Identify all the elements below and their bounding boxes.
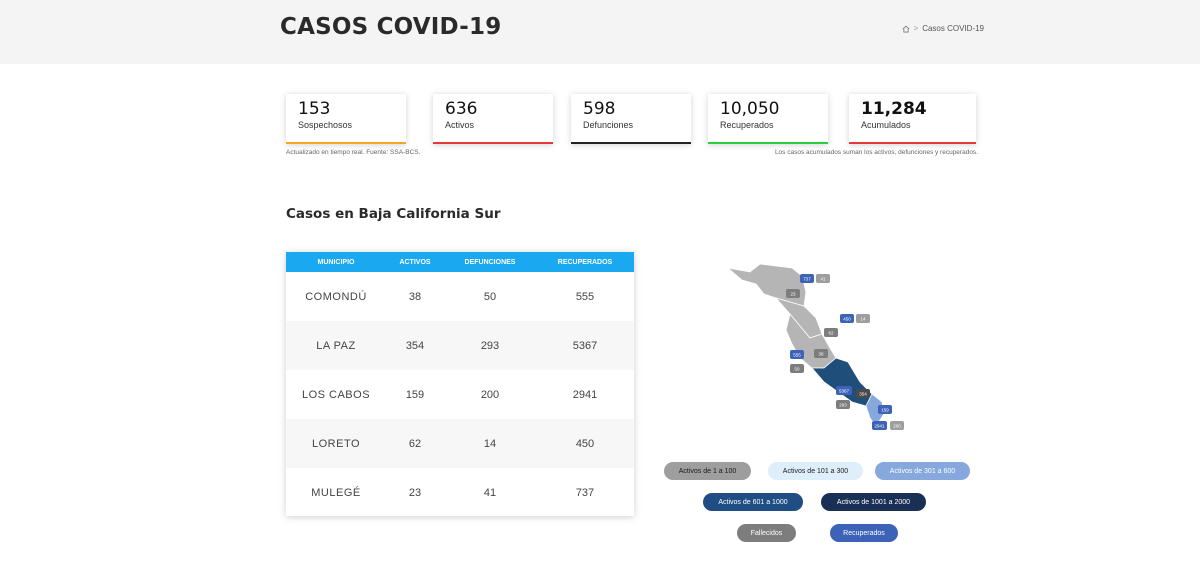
- map-label-los-cabos-defunciones: 200: [890, 421, 904, 430]
- map-label-mulege-defunciones: 41: [816, 274, 830, 283]
- svg-text:2941: 2941: [874, 424, 885, 429]
- legend-activos-1001-2000: Activos de 1001 a 2000: [821, 493, 926, 511]
- map-label-la-paz-activos: 354: [856, 389, 870, 398]
- page-header: CASOS COVID-19 > Casos COVID-19: [0, 0, 1200, 64]
- svg-text:555: 555: [793, 353, 801, 358]
- stat-bar: [571, 142, 691, 144]
- stat-label: Sospechosos: [298, 120, 353, 130]
- stat-label: Activos: [445, 120, 475, 130]
- table-row: COMONDÚ 38 50 555: [286, 272, 634, 321]
- legend-fallecidos: Fallecidos: [737, 524, 796, 542]
- cell-recuperados: 2941: [572, 388, 598, 401]
- cell-municipio: COMONDÚ: [305, 290, 367, 303]
- cell-defunciones: 50: [483, 290, 497, 303]
- column-header-activos: ACTIVOS: [399, 258, 431, 266]
- svg-text:41: 41: [820, 277, 826, 282]
- stat-card-defunciones: 598 Defunciones: [571, 94, 691, 144]
- table-header: MUNICIPIO ACTIVOS DEFUNCIONES RECUPERADO…: [286, 252, 634, 272]
- map-label-los-cabos-recuperados: 2941: [872, 421, 887, 430]
- svg-text:5367: 5367: [839, 389, 850, 394]
- stat-card-sospechosos: 153 Sospechosos: [286, 94, 406, 144]
- cell-activos: 354: [405, 339, 425, 352]
- column-header-municipio: MUNICIPIO: [317, 258, 355, 266]
- cell-recuperados: 450: [575, 437, 595, 450]
- cell-activos: 38: [408, 290, 422, 303]
- stat-value: 598: [583, 99, 616, 119]
- municipios-table: MUNICIPIO ACTIVOS DEFUNCIONES RECUPERADO…: [286, 252, 634, 516]
- cell-municipio: MULEGÉ: [311, 486, 361, 499]
- svg-text:23: 23: [790, 292, 796, 297]
- stat-card-activos: 636 Activos: [433, 94, 553, 144]
- cell-defunciones: 200: [480, 388, 500, 401]
- breadcrumb-separator: >: [913, 24, 919, 33]
- accumulated-note: Los casos acumulados suman los activos, …: [774, 149, 978, 156]
- source-note: Actualizado en tiempo real. Fuente: SSA-…: [286, 149, 421, 156]
- region-mulege[interactable]: [726, 263, 807, 307]
- cell-recuperados: 5367: [572, 339, 598, 352]
- stat-value: 153: [298, 99, 331, 119]
- map-label-comondu-activos: 38: [814, 349, 828, 358]
- stat-label: Recuperados: [720, 120, 774, 130]
- stat-label: Defunciones: [583, 120, 634, 130]
- svg-text:293: 293: [839, 403, 847, 408]
- map-label-los-cabos-activos: 159: [878, 405, 892, 414]
- table-row: MULEGÉ 23 41 737: [286, 468, 634, 517]
- cell-defunciones: 41: [483, 486, 497, 499]
- cell-defunciones: 14: [483, 437, 497, 450]
- map-label-mulege-activos: 23: [786, 289, 800, 298]
- breadcrumb-current: Casos COVID-19: [922, 24, 984, 33]
- map-label-loreto-recuperados: 450: [840, 314, 854, 323]
- map-label-comondu-recuperados: 555: [790, 350, 804, 359]
- svg-text:159: 159: [881, 408, 889, 413]
- stat-bar: [849, 142, 976, 144]
- stat-value: 636: [445, 99, 478, 119]
- table-row: LOS CABOS 159 200 2941: [286, 370, 634, 419]
- cell-defunciones: 293: [480, 339, 500, 352]
- svg-text:62: 62: [828, 331, 834, 336]
- cell-recuperados: 555: [575, 290, 595, 303]
- stat-card-acumulados: 11,284 Acumulados: [849, 94, 976, 144]
- map-label-loreto-activos: 62: [824, 328, 838, 337]
- breadcrumb: > Casos COVID-19: [902, 24, 984, 33]
- stat-value: 11,284: [861, 99, 927, 119]
- legend-recuperados: Recuperados: [830, 524, 898, 542]
- column-header-recuperados: RECUPERADOS: [557, 258, 613, 266]
- svg-text:14: 14: [860, 317, 866, 322]
- svg-text:354: 354: [859, 392, 867, 397]
- bcs-map: 737 41 23 450 14 62 555 38 50 5367 354: [726, 263, 904, 430]
- cell-activos: 23: [408, 486, 422, 499]
- map-label-mulege-recuperados: 737: [800, 274, 814, 283]
- legend-activos-301-600: Activos de 301 a 600: [875, 462, 970, 480]
- stat-label: Acumulados: [861, 120, 911, 130]
- home-icon[interactable]: [902, 25, 910, 33]
- stat-bar: [433, 142, 553, 144]
- map-label-comondu-defunciones: 50: [790, 364, 804, 373]
- legend-activos-1-100: Activos de 1 a 100: [664, 462, 751, 480]
- table-row: LA PAZ 354 293 5367: [286, 321, 634, 370]
- stat-card-recuperados: 10,050 Recuperados: [708, 94, 828, 144]
- svg-text:50: 50: [794, 367, 800, 372]
- cell-municipio: LOS CABOS: [301, 388, 371, 401]
- legend-activos-601-1000: Activos de 601 a 1000: [703, 493, 803, 511]
- page-title: CASOS COVID-19: [280, 14, 502, 40]
- cell-municipio: LA PAZ: [316, 339, 356, 352]
- stat-value: 10,050: [720, 99, 780, 119]
- cell-recuperados: 737: [575, 486, 595, 499]
- map-label-la-paz-defunciones: 293: [836, 400, 850, 409]
- table-row: LORETO 62 14 450: [286, 419, 634, 468]
- map-label-la-paz-recuperados: 5367: [836, 386, 852, 395]
- map-label-loreto-defunciones: 14: [856, 314, 870, 323]
- svg-text:38: 38: [818, 352, 824, 357]
- stat-bar: [708, 142, 828, 144]
- legend-activos-101-300: Activos de 101 a 300: [768, 462, 863, 480]
- svg-text:737: 737: [803, 277, 811, 282]
- svg-text:200: 200: [893, 424, 901, 429]
- column-header-defunciones: DEFUNCIONES: [464, 258, 516, 266]
- stat-bar: [286, 142, 406, 144]
- section-title: Casos en Baja California Sur: [286, 206, 501, 222]
- cell-activos: 62: [408, 437, 422, 450]
- cell-activos: 159: [405, 388, 425, 401]
- svg-text:450: 450: [843, 317, 851, 322]
- cell-municipio: LORETO: [311, 437, 361, 450]
